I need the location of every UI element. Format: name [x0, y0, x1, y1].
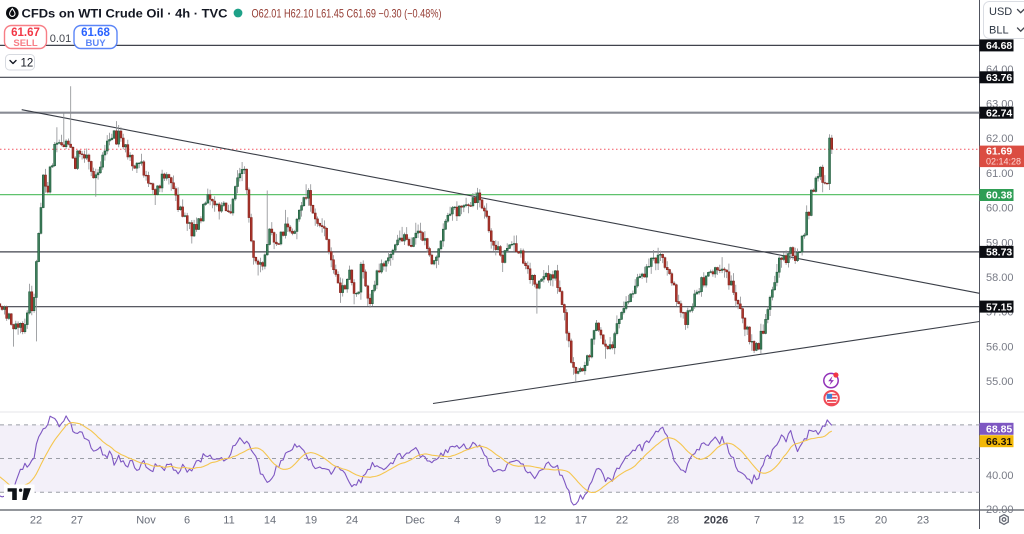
svg-text:O62.01 H62.10 L61.45 C61.69 −0: O62.01 H62.10 L61.45 C61.69 −0.30 (−0.48… — [252, 7, 442, 20]
svg-text:20.00: 20.00 — [986, 504, 1014, 516]
svg-text:0.01: 0.01 — [50, 33, 71, 45]
svg-text:6: 6 — [184, 515, 190, 527]
svg-text:57.15: 57.15 — [986, 301, 1012, 313]
svg-text:USD: USD — [989, 6, 1012, 18]
svg-text:SELL: SELL — [13, 38, 37, 49]
svg-text:22: 22 — [616, 515, 628, 527]
svg-text:11: 11 — [223, 515, 234, 527]
svg-text:12: 12 — [534, 515, 546, 527]
svg-text:17: 17 — [575, 515, 587, 527]
svg-text:BLL: BLL — [989, 25, 1009, 37]
svg-text:CFDs on WTI Crude Oil · 4h · T: CFDs on WTI Crude Oil · 4h · TVC — [22, 6, 228, 20]
svg-text:58.73: 58.73 — [986, 247, 1012, 259]
svg-text:Dec: Dec — [405, 515, 425, 527]
svg-text:BUY: BUY — [85, 38, 106, 49]
svg-text:62.00: 62.00 — [986, 133, 1014, 145]
svg-text:63.76: 63.76 — [986, 72, 1012, 84]
svg-text:58.00: 58.00 — [986, 272, 1014, 284]
svg-text:60.38: 60.38 — [986, 190, 1012, 202]
svg-text:12: 12 — [792, 515, 804, 527]
svg-text:9: 9 — [495, 515, 501, 527]
svg-text:62.74: 62.74 — [986, 107, 1012, 119]
svg-text:14: 14 — [264, 515, 276, 527]
svg-text:60.00: 60.00 — [986, 203, 1014, 215]
svg-text:55.00: 55.00 — [986, 376, 1014, 388]
svg-text:Nov: Nov — [136, 515, 156, 527]
svg-text:4: 4 — [454, 515, 460, 527]
svg-text:23: 23 — [917, 515, 929, 527]
svg-text:61.00: 61.00 — [986, 168, 1014, 180]
svg-text:12: 12 — [21, 58, 34, 70]
svg-text:24: 24 — [346, 515, 358, 527]
svg-text:15: 15 — [833, 515, 845, 527]
svg-text:40.00: 40.00 — [986, 470, 1014, 482]
svg-text:7: 7 — [754, 515, 760, 527]
svg-text:28: 28 — [667, 515, 679, 527]
svg-text:20: 20 — [875, 515, 887, 527]
svg-text:64.68: 64.68 — [986, 40, 1012, 52]
svg-text:68.85: 68.85 — [986, 424, 1012, 436]
svg-text:66.31: 66.31 — [986, 436, 1012, 448]
svg-text:2026: 2026 — [704, 515, 728, 527]
svg-text:22: 22 — [30, 515, 42, 527]
svg-text:02:14:28: 02:14:28 — [986, 156, 1021, 166]
svg-text:27: 27 — [71, 515, 83, 527]
svg-text:56.00: 56.00 — [986, 341, 1014, 353]
svg-text:19: 19 — [305, 515, 317, 527]
